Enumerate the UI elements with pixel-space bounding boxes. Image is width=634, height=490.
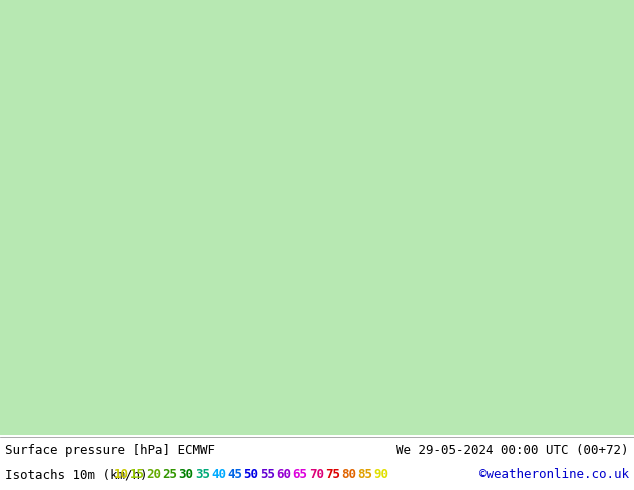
- Text: 90: 90: [373, 468, 389, 481]
- Text: 15: 15: [130, 468, 145, 481]
- Text: 80: 80: [341, 468, 356, 481]
- Text: 35: 35: [195, 468, 210, 481]
- Text: 75: 75: [325, 468, 340, 481]
- Text: 85: 85: [358, 468, 372, 481]
- Text: 70: 70: [309, 468, 323, 481]
- Text: Isotachs 10m (km/h): Isotachs 10m (km/h): [5, 468, 155, 481]
- Text: 20: 20: [146, 468, 161, 481]
- Text: We 29-05-2024 00:00 UTC (00+72): We 29-05-2024 00:00 UTC (00+72): [396, 444, 629, 457]
- Text: 10: 10: [113, 468, 129, 481]
- Text: 65: 65: [292, 468, 307, 481]
- Text: 30: 30: [179, 468, 193, 481]
- Text: 50: 50: [243, 468, 259, 481]
- Text: 40: 40: [211, 468, 226, 481]
- Text: 45: 45: [228, 468, 242, 481]
- Text: 60: 60: [276, 468, 291, 481]
- Text: Surface pressure [hPa] ECMWF: Surface pressure [hPa] ECMWF: [5, 444, 215, 457]
- Text: 25: 25: [162, 468, 178, 481]
- Text: ©weatheronline.co.uk: ©weatheronline.co.uk: [479, 468, 629, 481]
- Text: 55: 55: [260, 468, 275, 481]
